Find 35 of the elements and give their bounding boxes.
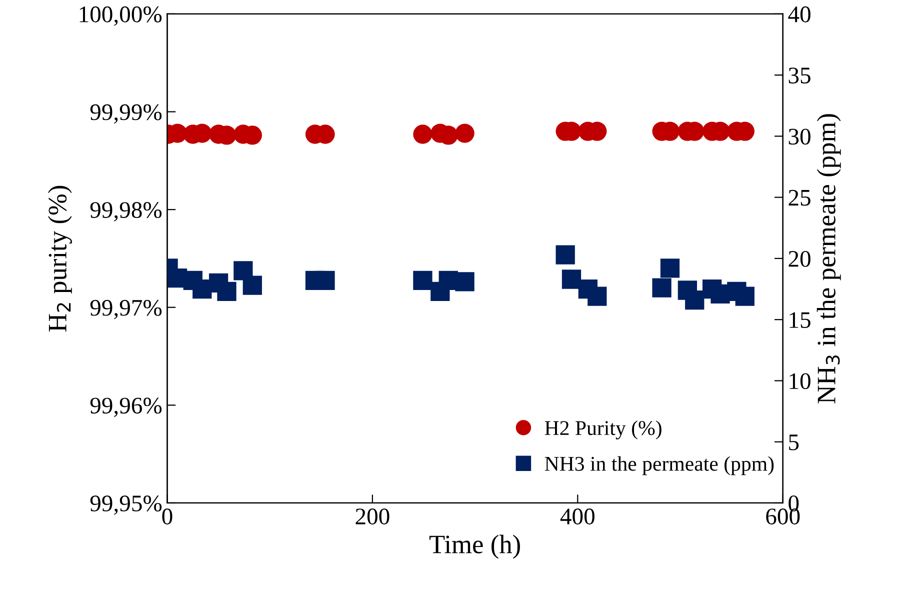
y-tick-label: 99,97% xyxy=(90,300,162,320)
point xyxy=(242,276,262,295)
y2-tick-label: 10 xyxy=(790,373,810,390)
y2-tick-label: 35 xyxy=(788,68,810,84)
y-tick-label: 99,96% xyxy=(90,398,162,417)
y-tick-label: 99,95% xyxy=(90,495,162,515)
y2-tick-label: 25 xyxy=(788,190,810,206)
y2-tick-label: 5 xyxy=(789,434,799,450)
point xyxy=(735,286,754,306)
point xyxy=(455,272,474,292)
legend-label: H2 Purity (%) xyxy=(544,420,662,440)
point xyxy=(660,258,680,278)
point xyxy=(588,286,607,306)
point xyxy=(562,270,582,289)
point xyxy=(413,270,432,290)
point xyxy=(652,278,672,298)
y2-tick-label: 15 xyxy=(790,312,810,328)
y-tick-label: 99,98% xyxy=(90,202,162,222)
point xyxy=(217,282,236,302)
y-axis-title: H$_{2}$ purity (%) xyxy=(48,186,72,332)
legend-label: NH3 in the permeate (ppm) xyxy=(544,456,774,476)
x-tick-label: 400 xyxy=(560,508,594,524)
y2-tick-label: 20 xyxy=(788,250,810,267)
x-tick-label: 0 xyxy=(162,508,172,524)
x-axis-title: Time (h) xyxy=(429,534,520,559)
point xyxy=(316,270,335,290)
point xyxy=(192,279,212,299)
y2-axis-title: NH$_{3}$ in the permeate (ppm) xyxy=(816,114,841,404)
y2-tick-label: 30 xyxy=(788,128,810,145)
y-tick-label: 100,00% xyxy=(80,6,162,26)
point xyxy=(556,245,575,264)
y-tick-label: 99,99% xyxy=(90,104,162,124)
point xyxy=(685,290,704,310)
y2-tick-label: 40 xyxy=(788,6,810,22)
x-tick-label: 200 xyxy=(356,508,390,524)
